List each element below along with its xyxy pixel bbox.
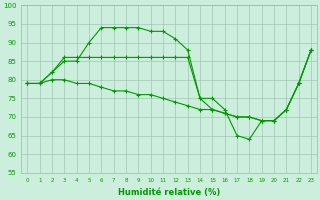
X-axis label: Humidité relative (%): Humidité relative (%) [118, 188, 220, 197]
